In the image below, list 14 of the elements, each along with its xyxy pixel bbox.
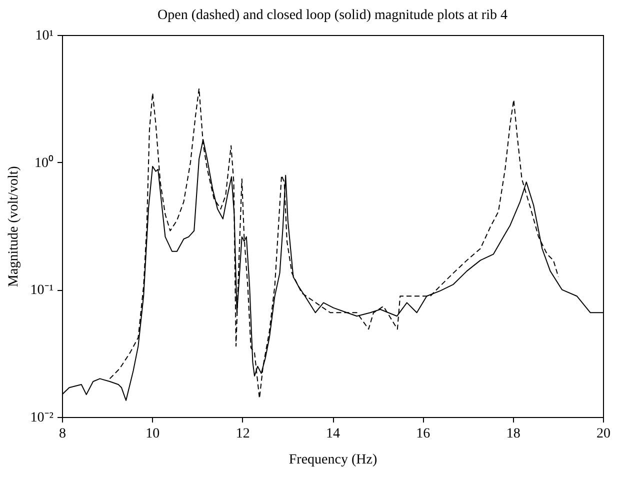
x-tick-label: 14	[326, 426, 340, 442]
x-tick-label: 18	[506, 426, 520, 442]
y-tick-label: 10⁻²	[30, 410, 54, 426]
x-axis-title: Frequency (Hz)	[288, 452, 378, 468]
y-tick-label: 10⁰	[34, 154, 54, 171]
y-axis-title: Magnitude (volt/volt)	[6, 166, 22, 287]
x-tick-label: 16	[416, 426, 430, 442]
x-tick-label: 20	[596, 426, 610, 442]
chart-title: Open (dashed) and closed loop (solid) magnitude plots at rib 4	[158, 8, 508, 23]
y-tick-label: 10¹	[35, 28, 54, 44]
x-tick-label: 12	[236, 426, 250, 442]
y-tick-label: 10⁻¹	[30, 283, 54, 298]
x-tick-label: 8	[59, 426, 66, 442]
x-tick-label: 10	[146, 426, 160, 442]
